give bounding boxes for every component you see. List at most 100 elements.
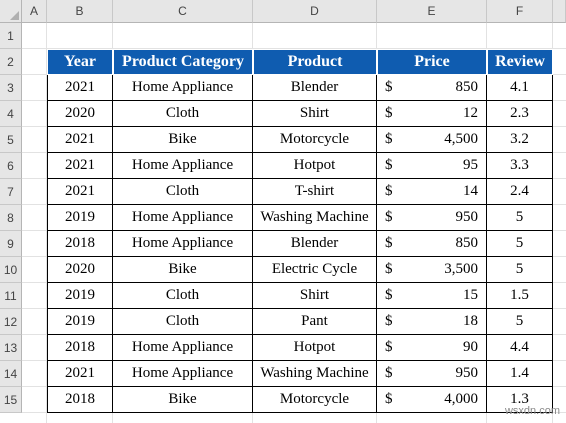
price-value: 90 — [463, 339, 478, 355]
row-header-5[interactable]: 5 — [0, 127, 22, 153]
row-header-2[interactable]: 2 — [0, 49, 22, 75]
table-cell-product[interactable]: Electric Cycle — [253, 257, 377, 283]
row-header-10[interactable]: 10 — [0, 257, 22, 283]
table-cell-year[interactable]: 2021 — [47, 75, 113, 101]
row-header-4[interactable]: 4 — [0, 101, 22, 127]
table-cell-price[interactable]: $3,500 — [377, 257, 487, 283]
table-cell-year[interactable]: 2019 — [47, 309, 113, 335]
table-cell-review[interactable]: 2.4 — [487, 179, 553, 205]
table-cell-category[interactable]: Home Appliance — [113, 153, 253, 179]
table-cell-price[interactable]: $12 — [377, 101, 487, 127]
table-cell-year[interactable]: 2019 — [47, 205, 113, 231]
table-cell-price[interactable]: $14 — [377, 179, 487, 205]
table-cell-year[interactable]: 2021 — [47, 153, 113, 179]
row-header-9[interactable]: 9 — [0, 231, 22, 257]
row-header-11[interactable]: 11 — [0, 283, 22, 309]
table-header-year[interactable]: Year — [47, 49, 113, 75]
row-header-14[interactable]: 14 — [0, 361, 22, 387]
table-cell-year[interactable]: 2018 — [47, 387, 113, 413]
price-value: 850 — [455, 79, 479, 95]
table-cell-price[interactable]: $4,500 — [377, 127, 487, 153]
table-cell-category[interactable]: Bike — [113, 127, 253, 153]
price-value: 95 — [463, 157, 478, 173]
price-value: 950 — [455, 209, 479, 225]
table-cell-review[interactable]: 1.5 — [487, 283, 553, 309]
table-cell-price[interactable]: $950 — [377, 361, 487, 387]
table-cell-price[interactable]: $850 — [377, 231, 487, 257]
table-cell-review[interactable]: 1.3 — [487, 387, 553, 413]
table-cell-year[interactable]: 2020 — [47, 101, 113, 127]
table-cell-review[interactable]: 5 — [487, 205, 553, 231]
table-cell-price[interactable]: $850 — [377, 75, 487, 101]
table-cell-year[interactable]: 2020 — [47, 257, 113, 283]
table-cell-category[interactable]: Cloth — [113, 309, 253, 335]
row-header-7[interactable]: 7 — [0, 179, 22, 205]
table-header-product[interactable]: Product — [253, 49, 377, 75]
table-cell-product[interactable]: Hotpot — [253, 153, 377, 179]
table-cell-product[interactable]: Motorcycle — [253, 127, 377, 153]
table-cell-review[interactable]: 5 — [487, 309, 553, 335]
table-cell-year[interactable]: 2021 — [47, 127, 113, 153]
table-cell-product[interactable]: Shirt — [253, 283, 377, 309]
table-cell-product[interactable]: Pant — [253, 309, 377, 335]
row-header-13[interactable]: 13 — [0, 335, 22, 361]
table-cell-year[interactable]: 2021 — [47, 361, 113, 387]
row-header-15[interactable]: 15 — [0, 387, 22, 413]
table-cell-year[interactable]: 2018 — [47, 231, 113, 257]
table-cell-category[interactable]: Bike — [113, 257, 253, 283]
table-cell-price[interactable]: $950 — [377, 205, 487, 231]
column-header-e[interactable]: E — [377, 0, 487, 23]
table-cell-product[interactable]: T-shirt — [253, 179, 377, 205]
table-cell-category[interactable]: Cloth — [113, 283, 253, 309]
table-cell-category[interactable]: Home Appliance — [113, 231, 253, 257]
table-cell-product[interactable]: Blender — [253, 75, 377, 101]
table-cell-review[interactable]: 3.2 — [487, 127, 553, 153]
table-header-review[interactable]: Review — [487, 49, 553, 75]
table-cell-price[interactable]: $18 — [377, 309, 487, 335]
currency-symbol: $ — [385, 339, 393, 355]
currency-symbol: $ — [385, 209, 393, 225]
table-cell-review[interactable]: 2.3 — [487, 101, 553, 127]
column-header-d[interactable]: D — [253, 0, 377, 23]
table-cell-category[interactable]: Cloth — [113, 179, 253, 205]
table-cell-product[interactable]: Shirt — [253, 101, 377, 127]
select-all-corner[interactable] — [0, 0, 22, 23]
column-header-c[interactable]: C — [113, 0, 253, 23]
table-cell-category[interactable]: Home Appliance — [113, 205, 253, 231]
table-cell-product[interactable]: Blender — [253, 231, 377, 257]
row-header-6[interactable]: 6 — [0, 153, 22, 179]
table-cell-category[interactable]: Home Appliance — [113, 361, 253, 387]
table-cell-product[interactable]: Hotpot — [253, 335, 377, 361]
row-header-1[interactable]: 1 — [0, 23, 22, 49]
table-cell-review[interactable]: 4.4 — [487, 335, 553, 361]
table-cell-product[interactable]: Washing Machine — [253, 361, 377, 387]
table-cell-price[interactable]: $4,000 — [377, 387, 487, 413]
table-header-price[interactable]: Price — [377, 49, 487, 75]
table-cell-review[interactable]: 1.4 — [487, 361, 553, 387]
price-value: 18 — [463, 313, 478, 329]
column-header-a[interactable]: A — [22, 0, 47, 23]
table-cell-category[interactable]: Home Appliance — [113, 75, 253, 101]
column-header-f[interactable]: F — [487, 0, 553, 23]
table-cell-category[interactable]: Cloth — [113, 101, 253, 127]
table-header-category[interactable]: Product Category — [113, 49, 253, 75]
table-cell-category[interactable]: Home Appliance — [113, 335, 253, 361]
row-header-8[interactable]: 8 — [0, 205, 22, 231]
table-cell-price[interactable]: $90 — [377, 335, 487, 361]
select-all-icon — [10, 11, 19, 20]
table-cell-product[interactable]: Washing Machine — [253, 205, 377, 231]
table-cell-review[interactable]: 5 — [487, 257, 553, 283]
row-header-3[interactable]: 3 — [0, 75, 22, 101]
table-cell-category[interactable]: Bike — [113, 387, 253, 413]
table-cell-product[interactable]: Motorcycle — [253, 387, 377, 413]
table-cell-price[interactable]: $15 — [377, 283, 487, 309]
table-cell-year[interactable]: 2021 — [47, 179, 113, 205]
table-cell-price[interactable]: $95 — [377, 153, 487, 179]
table-cell-review[interactable]: 5 — [487, 231, 553, 257]
table-cell-review[interactable]: 3.3 — [487, 153, 553, 179]
row-header-12[interactable]: 12 — [0, 309, 22, 335]
column-header-b[interactable]: B — [47, 0, 113, 23]
table-cell-year[interactable]: 2018 — [47, 335, 113, 361]
table-cell-review[interactable]: 4.1 — [487, 75, 553, 101]
table-cell-year[interactable]: 2019 — [47, 283, 113, 309]
